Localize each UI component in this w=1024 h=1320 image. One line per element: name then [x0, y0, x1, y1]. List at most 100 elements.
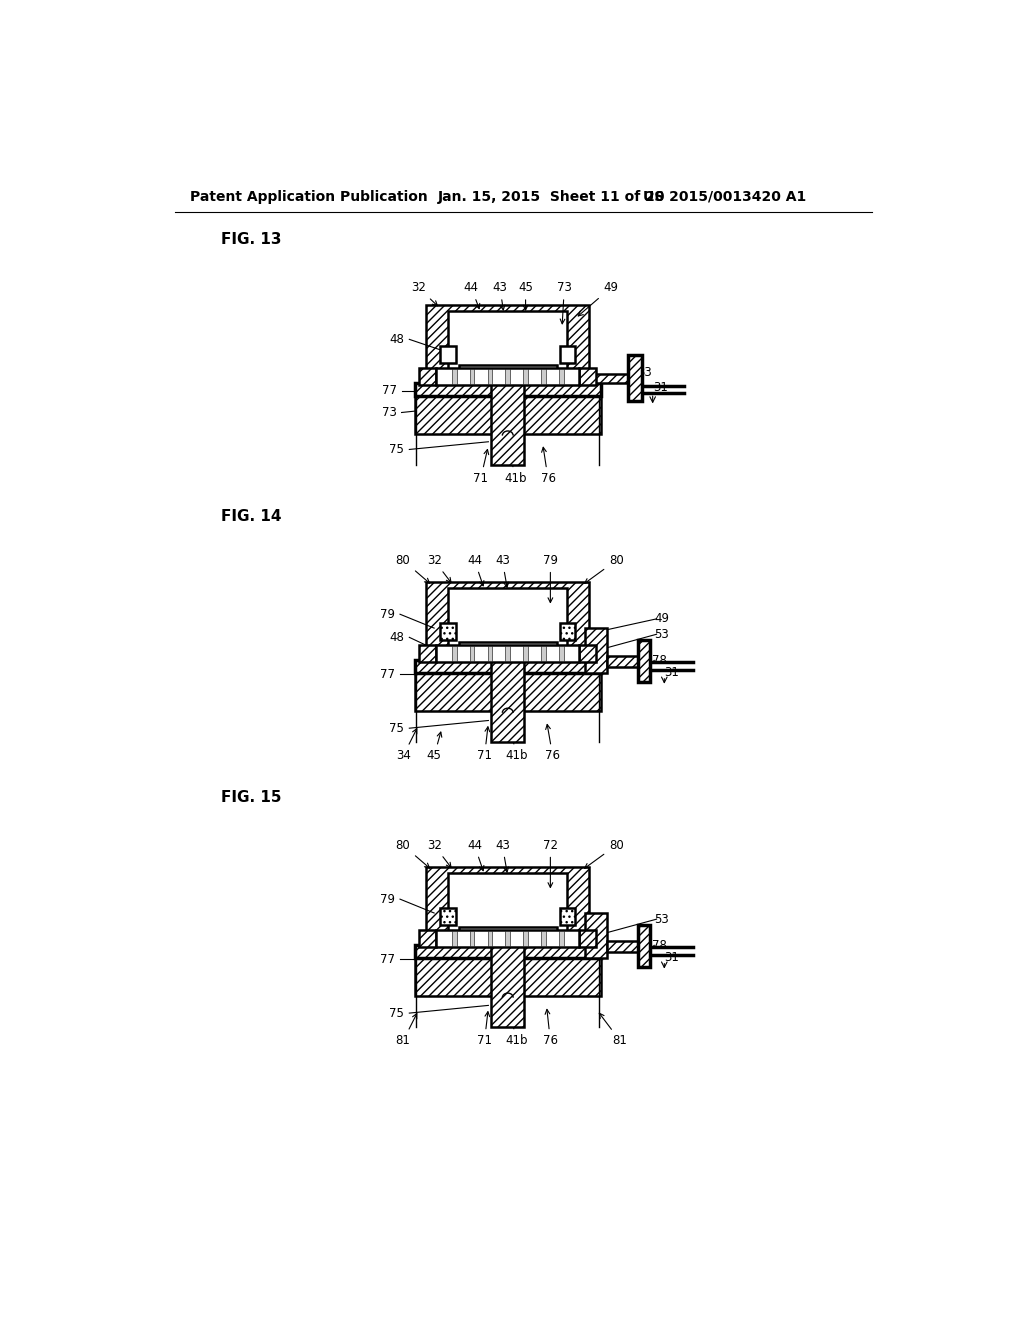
Bar [541, 645, 546, 661]
Bar [449, 312, 567, 372]
Text: 34: 34 [395, 729, 417, 763]
Bar [492, 958, 524, 997]
Bar [607, 656, 638, 667]
Text: 71: 71 [477, 1011, 492, 1047]
Bar [586, 628, 607, 673]
Text: Patent Application Publication: Patent Application Publication [190, 190, 428, 203]
Text: 43: 43 [493, 281, 508, 310]
Bar [420, 929, 436, 946]
Bar [470, 931, 474, 946]
Bar [628, 355, 642, 401]
Text: 53: 53 [654, 912, 670, 925]
Bar [638, 640, 650, 682]
Bar [487, 931, 493, 946]
Bar [506, 368, 510, 384]
Bar [459, 927, 557, 942]
Text: 79: 79 [543, 554, 558, 602]
Bar [579, 645, 596, 663]
Text: US 2015/0013420 A1: US 2015/0013420 A1 [643, 190, 807, 203]
Bar [426, 867, 589, 952]
Text: 80: 80 [395, 838, 429, 869]
Text: 72: 72 [543, 838, 558, 887]
Text: 44: 44 [467, 838, 484, 871]
Bar [523, 645, 528, 661]
Text: 76: 76 [543, 1010, 558, 1047]
Text: 76: 76 [541, 447, 556, 486]
Text: 80: 80 [585, 838, 624, 869]
Bar [593, 374, 628, 383]
Text: 81: 81 [599, 1014, 628, 1047]
Text: FIG. 14: FIG. 14 [221, 510, 282, 524]
Bar [579, 929, 596, 946]
Bar [492, 396, 524, 434]
Bar [523, 931, 528, 946]
Bar [541, 931, 546, 946]
Bar [579, 368, 596, 385]
Bar [452, 645, 457, 661]
Text: 33: 33 [638, 366, 652, 379]
Text: 31: 31 [665, 952, 680, 964]
Bar [415, 396, 601, 434]
Bar [492, 673, 524, 711]
Text: 77: 77 [382, 384, 396, 397]
Text: 77: 77 [380, 953, 395, 966]
Bar [459, 364, 557, 380]
Bar [415, 958, 601, 997]
Text: 80: 80 [395, 554, 429, 583]
Bar [415, 383, 601, 396]
Text: Jan. 15, 2015  Sheet 11 of 20: Jan. 15, 2015 Sheet 11 of 20 [438, 190, 666, 203]
Bar [492, 659, 524, 742]
Bar [541, 368, 546, 384]
Text: 71: 71 [473, 450, 488, 486]
Bar [638, 924, 650, 966]
Bar [420, 368, 436, 385]
Text: 41b: 41b [504, 453, 526, 486]
Bar [523, 368, 528, 384]
Bar [559, 368, 563, 384]
Text: 81: 81 [395, 1014, 417, 1047]
Bar [440, 346, 456, 363]
Text: 31: 31 [665, 667, 680, 680]
Bar [492, 944, 524, 1027]
Bar [560, 908, 575, 925]
Bar [470, 645, 474, 661]
Text: 45: 45 [518, 281, 534, 310]
Text: 80: 80 [585, 554, 624, 583]
Bar [607, 941, 638, 952]
Text: 78: 78 [652, 939, 667, 952]
Bar [420, 645, 436, 663]
Text: 71: 71 [477, 727, 492, 763]
Text: 44: 44 [467, 554, 484, 586]
Text: 48: 48 [389, 333, 404, 346]
Bar [415, 660, 601, 673]
Bar [452, 931, 457, 946]
Bar [560, 346, 575, 363]
Bar [415, 945, 601, 958]
Text: 49: 49 [579, 281, 618, 315]
Bar [415, 673, 601, 711]
Bar [492, 381, 524, 465]
Bar [470, 368, 474, 384]
Text: 76: 76 [545, 725, 560, 763]
Text: 53: 53 [654, 628, 670, 640]
Text: 31: 31 [653, 381, 668, 395]
Text: 79: 79 [380, 607, 395, 620]
Text: 73: 73 [382, 407, 396, 418]
Bar [426, 305, 589, 389]
Text: FIG. 15: FIG. 15 [221, 789, 282, 805]
Bar [560, 623, 575, 640]
Bar [452, 368, 457, 384]
Bar [487, 645, 493, 661]
Text: 73: 73 [557, 281, 571, 323]
Bar [586, 913, 607, 958]
Text: 41b: 41b [506, 1015, 528, 1047]
Bar [436, 645, 579, 663]
Bar [506, 931, 510, 946]
Bar [440, 623, 456, 640]
Bar [449, 873, 567, 935]
Text: 41b: 41b [506, 730, 528, 763]
Bar [426, 582, 589, 667]
Text: 32: 32 [412, 281, 437, 306]
Bar [559, 931, 563, 946]
Text: 44: 44 [464, 281, 480, 309]
